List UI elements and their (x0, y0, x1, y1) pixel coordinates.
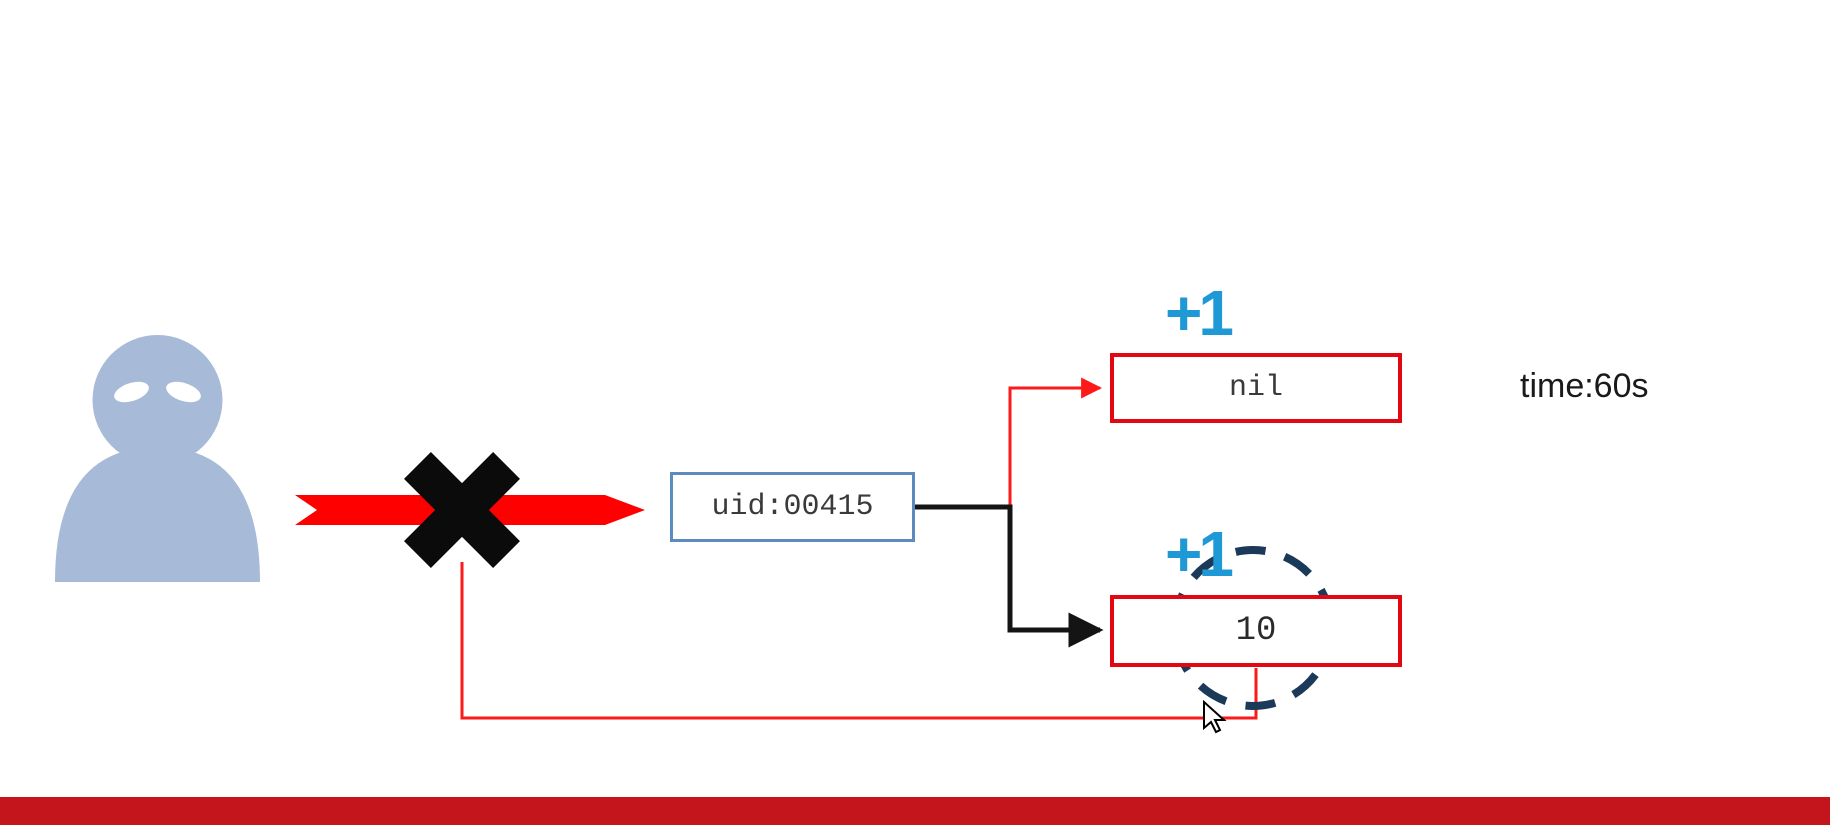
cursor-icon (1202, 700, 1228, 739)
increment-top: +1 (1165, 276, 1230, 350)
increment-bottom: +1 (1165, 517, 1230, 591)
bottom-accent-bar (0, 797, 1830, 825)
count-box: 10 (1110, 595, 1402, 667)
diagram-stage: uid:00415 nil 10 +1 +1 time:60s (0, 0, 1830, 825)
blocked-request-arrow (0, 0, 1830, 825)
user-icon (45, 335, 270, 615)
uid-box: uid:00415 (670, 472, 915, 542)
nil-box: nil (1110, 353, 1402, 423)
block-x-icon (402, 450, 522, 575)
threshold-circle (0, 0, 1830, 825)
uid-value: uid:00415 (711, 490, 873, 524)
count-value: 10 (1236, 612, 1277, 650)
connector-lines (0, 0, 1830, 825)
time-label: time:60s (1520, 367, 1649, 406)
nil-value: nil (1229, 371, 1283, 405)
